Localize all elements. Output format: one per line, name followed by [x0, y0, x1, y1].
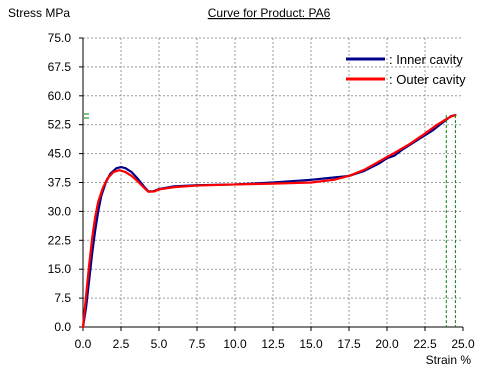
legend-label-outer-cavity: : Outer cavity [389, 72, 466, 87]
x-tick-label: 20.0 [375, 337, 399, 351]
x-tick-label: 25.0 [451, 337, 475, 351]
axis-tick-marker [84, 113, 89, 119]
x-tick-labels: 0.0 2.5 5.0 7.5 10.0 12.5 15.0 17.5 20.0 22.5 25.0 [75, 327, 475, 351]
series-outer-cavity-line [81, 113, 457, 329]
series-inner-cavity-line [81, 113, 457, 329]
y-tick-label: 30.0 [48, 204, 72, 218]
series-layer [81, 113, 457, 329]
y-tick-label: 60.0 [48, 89, 72, 103]
y-tick-label: 37.5 [48, 176, 72, 190]
y-tick-label: 67.5 [48, 60, 72, 74]
y-tick-label: 22.5 [48, 233, 72, 247]
legend: : Inner cavity : Outer cavity [346, 52, 466, 87]
x-tick-label: 12.5 [261, 337, 285, 351]
y-tick-label: 0.0 [54, 320, 71, 334]
x-tick-label: 7.5 [189, 337, 206, 351]
y-tick-label: 7.5 [54, 291, 71, 305]
x-tick-label: 17.5 [337, 337, 361, 351]
y-tick-label: 75.0 [48, 31, 72, 45]
legend-label-inner-cavity: : Inner cavity [389, 52, 463, 67]
x-tick-label: 10.0 [223, 337, 247, 351]
y-tick-label: 15.0 [48, 262, 72, 276]
y-tick-label: 45.0 [48, 147, 72, 161]
x-tick-label: 2.5 [113, 337, 130, 351]
y-tick-labels: 0.0 7.5 15.0 22.5 30.0 37.5 45.0 52.5 60.0 67.5 75… [48, 31, 83, 334]
y-axis-title: Stress MPa [8, 6, 70, 20]
x-tick-label: 22.5 [413, 337, 437, 351]
y-tick-label: 52.5 [48, 118, 72, 132]
x-tick-label: 5.0 [151, 337, 168, 351]
chart-title: Curve for Product: PA6 [208, 6, 331, 20]
x-tick-label: 15.0 [299, 337, 323, 351]
vertical-marker-layer [445, 115, 456, 327]
x-axis-title: Strain % [426, 353, 472, 367]
x-tick-label: 0.0 [75, 337, 92, 351]
